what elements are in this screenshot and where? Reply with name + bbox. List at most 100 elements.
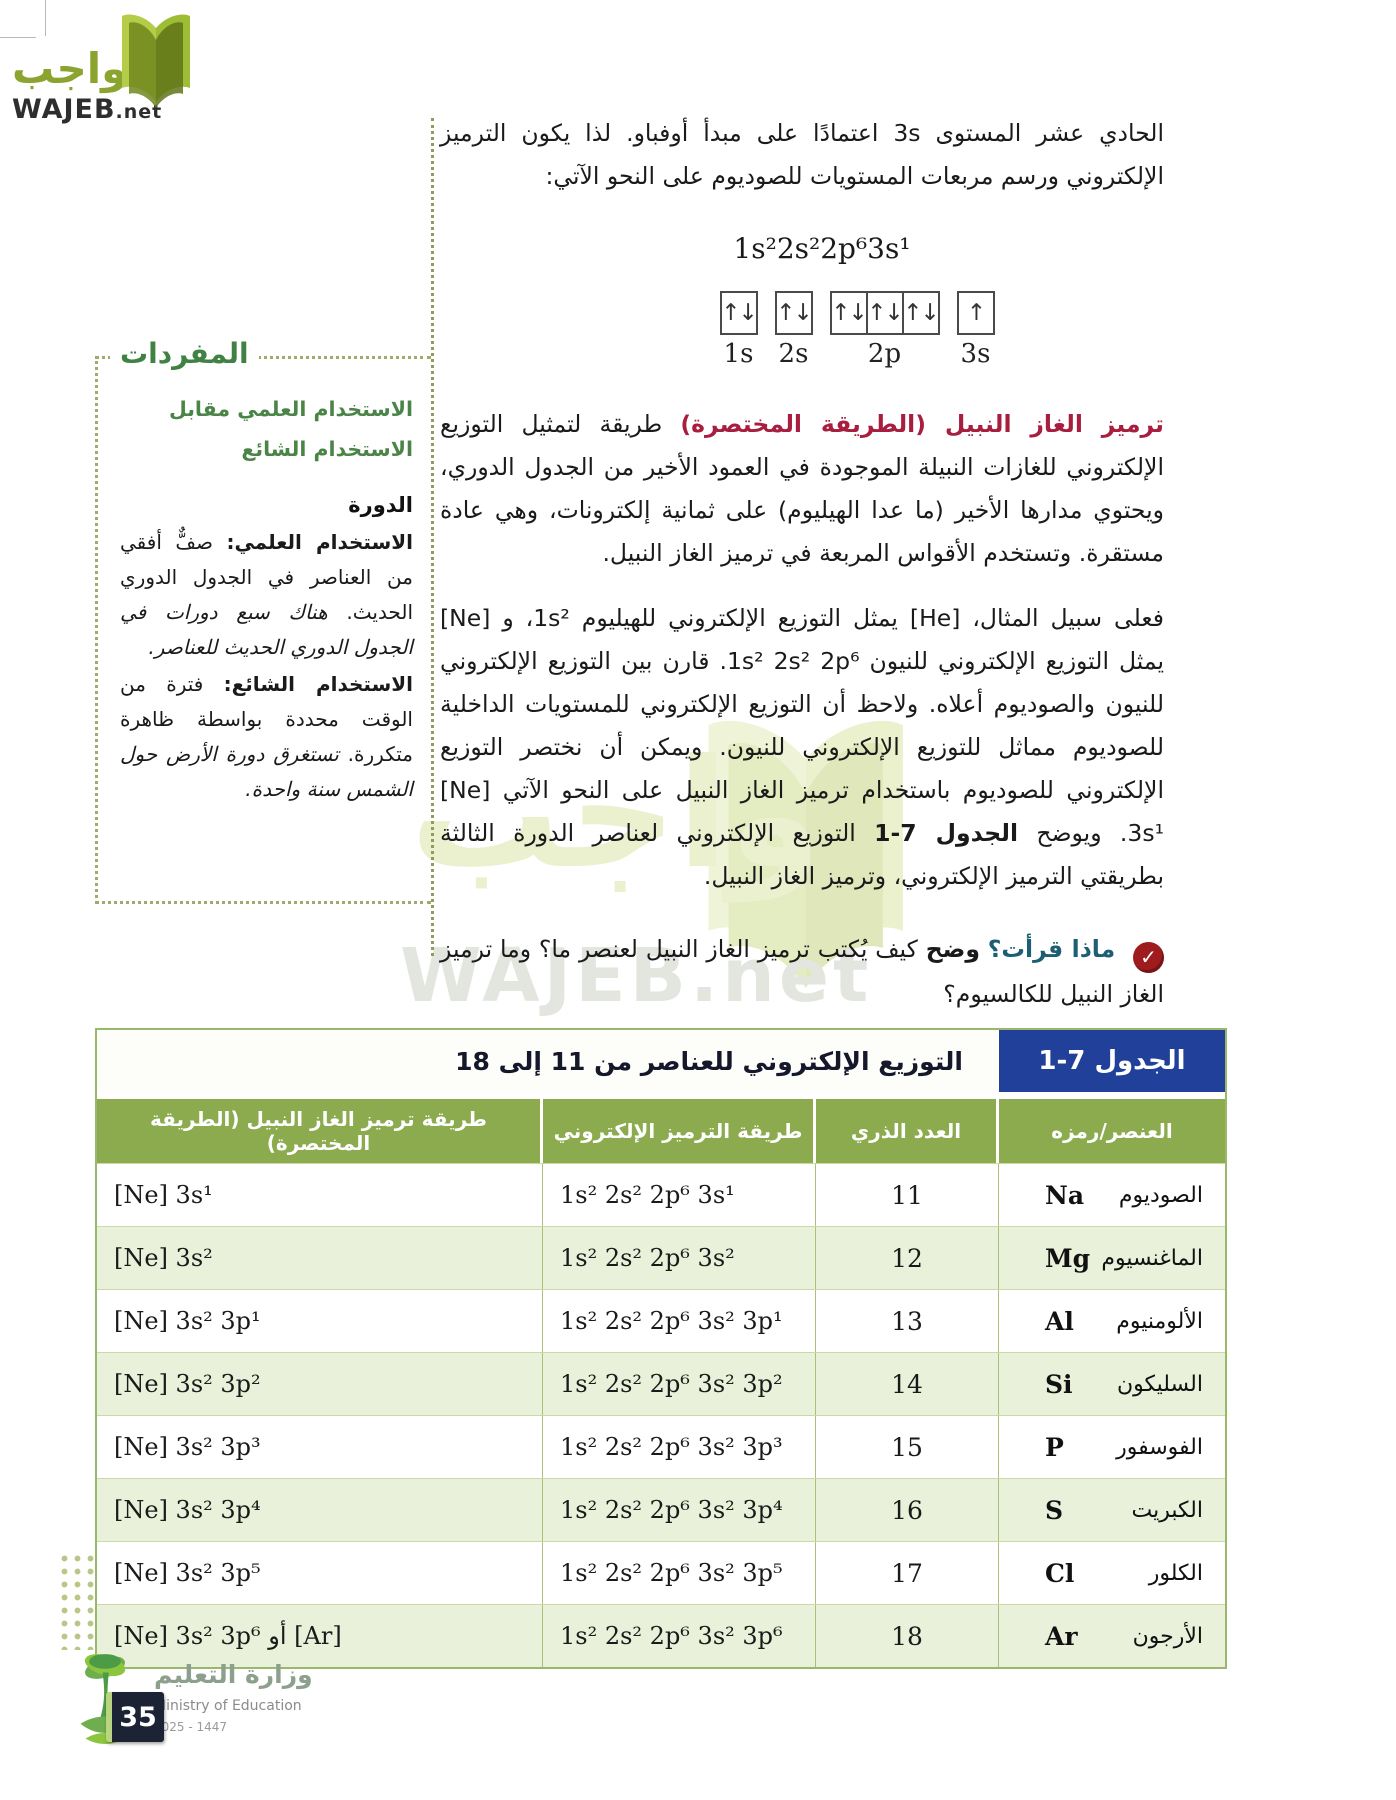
vocab-term: الدورة bbox=[348, 493, 413, 517]
element-symbol: Mg bbox=[1045, 1243, 1091, 1273]
cell-noble-gas-notation: [Ne] 3s² 3p² bbox=[97, 1353, 543, 1415]
orbital-box: ↑ bbox=[956, 291, 995, 335]
cell-element: الفوسفور P bbox=[999, 1416, 1225, 1478]
cell-electron-configuration: 1s² 2s² 2p⁶ 3s² 3p³ bbox=[543, 1416, 816, 1478]
reading-check-label: ماذا قرأت؟ bbox=[987, 935, 1116, 963]
element-symbol: Al bbox=[1045, 1306, 1074, 1336]
vocab-scientific-text: صفٌّ أفقي من العناصر في الجدول الدوري ال… bbox=[120, 530, 413, 624]
orbital-box: ↑↓ bbox=[829, 291, 868, 335]
orbital-group-2p: ↑↓ ↑↓ ↑↓ bbox=[829, 291, 940, 335]
table-header-row: العنصر/رمزه العدد الذري طريقة الترميز الإل… bbox=[97, 1099, 1225, 1163]
orbital-group-label: 2s bbox=[778, 339, 809, 369]
table-row-Na: الصوديوم Na 11 1s² 2s² 2p⁶ 3s¹ [Ne] 3s¹ bbox=[97, 1163, 1225, 1226]
orbital-box: ↑↓ bbox=[719, 291, 758, 335]
reading-check-verb: وضح bbox=[925, 935, 980, 963]
vocab-common-text: فترة من الوقت محددة بواسطة ظاهرة متكررة. bbox=[120, 672, 413, 766]
noble-gas-lead: ترميز الغاز النبيل (الطريقة المختصرة) bbox=[680, 410, 1165, 438]
cell-atomic-number: 17 bbox=[816, 1542, 999, 1604]
logo-latin-text: WAJEB.net bbox=[12, 94, 163, 125]
cell-electron-configuration: 1s² 2s² 2p⁶ 3s¹ bbox=[543, 1164, 816, 1226]
cell-noble-gas-notation: [Ne] 3s² 3p⁵ bbox=[97, 1542, 543, 1604]
cell-noble-gas-notation: [Ne] 3s² 3p⁴ bbox=[97, 1479, 543, 1541]
vocab-subtitle-line2: الاستخدام الشائع bbox=[241, 437, 413, 461]
cell-noble-gas-notation: [Ne] 3s¹ bbox=[97, 1164, 543, 1226]
example-paragraph: فعلى سبيل المثال، ‎[He]‎ يمثل التوزيع ال… bbox=[440, 597, 1164, 898]
orbital-box-groups: ↑↓ ↑↓ ↑↓ ↑↓ ↑↓ ↑ bbox=[719, 291, 995, 335]
orbital-group-label: 2p bbox=[867, 339, 902, 369]
cell-element: الأرجون Ar bbox=[999, 1605, 1225, 1667]
cell-electron-configuration: 1s² 2s² 2p⁶ 3s² 3p⁶ bbox=[543, 1605, 816, 1667]
table-title-row: الجدول 7-1 التوزيع الإلكتروني للعناصر من… bbox=[97, 1030, 1225, 1092]
element-symbol: Na bbox=[1045, 1180, 1085, 1210]
orbital-group-1s: ↑↓ bbox=[719, 291, 758, 335]
table-number-box: الجدول 7-1 bbox=[999, 1030, 1225, 1092]
cell-atomic-number: 13 bbox=[816, 1290, 999, 1352]
cell-electron-configuration: 1s² 2s² 2p⁶ 3s² bbox=[543, 1227, 816, 1289]
table-body: الصوديوم Na 11 1s² 2s² 2p⁶ 3s¹ [Ne] 3s¹ الماغ… bbox=[97, 1163, 1225, 1667]
cell-atomic-number: 11 bbox=[816, 1164, 999, 1226]
main-column: الحادي عشر المستوى ‎3s‎ اعتمادًا على مبد… bbox=[440, 112, 1164, 1016]
cell-noble-gas-notation: [Ne] 3s² 3p¹ bbox=[97, 1290, 543, 1352]
cell-element: الماغنسيوم Mg bbox=[999, 1227, 1225, 1289]
element-name: الصوديوم bbox=[1118, 1182, 1203, 1208]
element-name: الماغنسيوم bbox=[1101, 1245, 1203, 1271]
table-row-Al: الألومنيوم Al 13 1s² 2s² 2p⁶ 3s² 3p¹ [Ne] 3s… bbox=[97, 1289, 1225, 1352]
noble-gas-paragraph: ترميز الغاز النبيل (الطريقة المختصرة) طر… bbox=[440, 403, 1164, 575]
vocab-subtitle-line1: الاستخدام العلمي مقابل bbox=[168, 397, 413, 421]
orbital-box: ↑↓ bbox=[865, 291, 904, 335]
header-cell-2: طريقة الترميز الإلكتروني bbox=[543, 1099, 816, 1163]
logo-arabic-text: واجب bbox=[12, 44, 128, 93]
cell-atomic-number: 15 bbox=[816, 1416, 999, 1478]
header-cell-3: طريقة ترميز الغاز النبيل (الطريقة المختص… bbox=[97, 1099, 543, 1163]
crop-mark-vertical bbox=[45, 0, 46, 36]
example-text-before: فعلى سبيل المثال، ‎[He]‎ يمثل التوزيع ال… bbox=[440, 604, 1164, 847]
vocab-common-definition: الاستخدام الشائع: فترة من الوقت محددة بو… bbox=[120, 667, 413, 807]
crop-mark-horizontal bbox=[0, 37, 36, 38]
orbital-box: ↑↓ bbox=[901, 291, 940, 335]
cell-atomic-number: 12 bbox=[816, 1227, 999, 1289]
element-symbol: S bbox=[1045, 1495, 1064, 1525]
element-name: الأرجون bbox=[1132, 1623, 1203, 1649]
vocab-scientific-definition: الاستخدام العلمي: صفٌّ أفقي من العناصر ف… bbox=[120, 525, 413, 665]
cell-element: الألومنيوم Al bbox=[999, 1290, 1225, 1352]
check-icon: ✓ bbox=[1133, 942, 1164, 973]
element-symbol: Ar bbox=[1045, 1621, 1078, 1651]
cell-element: الكلور Cl bbox=[999, 1542, 1225, 1604]
element-name: السليكون bbox=[1116, 1371, 1203, 1397]
orbital-group-2s: ↑↓ bbox=[774, 291, 813, 335]
table-title: التوزيع الإلكتروني للعناصر من 11 إلى 18 bbox=[455, 1046, 963, 1076]
cell-element: السليكون Si bbox=[999, 1353, 1225, 1415]
orbital-diagram: ↑↓ ↑↓ ↑↓ ↑↓ ↑↓ ↑ 1s 2s 2p 3s bbox=[495, 291, 1219, 369]
cell-atomic-number: 18 bbox=[816, 1605, 999, 1667]
cell-element: الكبريت S bbox=[999, 1479, 1225, 1541]
table-row-P: الفوسفور P 15 1s² 2s² 2p⁶ 3s² 3p³ [Ne] 3s² 3… bbox=[97, 1415, 1225, 1478]
table-row-Ar: الأرجون Ar 18 1s² 2s² 2p⁶ 3s² 3p⁶ [Ne] 3s² 3… bbox=[97, 1604, 1225, 1667]
cell-noble-gas-notation: [Ne] 3s² 3p³ bbox=[97, 1416, 543, 1478]
header-cell-0: العنصر/رمزه bbox=[1051, 1119, 1173, 1143]
orbital-group-labels: 1s 2s 2p 3s bbox=[720, 339, 995, 369]
table-reference-bold: الجدول 7-1 bbox=[874, 819, 1019, 847]
edition-year: 2025 - 1447 bbox=[154, 1720, 228, 1734]
element-symbol: Si bbox=[1045, 1369, 1073, 1399]
cell-element: الصوديوم Na bbox=[999, 1164, 1225, 1226]
cell-electron-configuration: 1s² 2s² 2p⁶ 3s² 3p² bbox=[543, 1353, 816, 1415]
cell-atomic-number: 14 bbox=[816, 1353, 999, 1415]
table-title-gap bbox=[97, 1092, 1225, 1099]
ministry-name-arabic: وزارة التعليم bbox=[154, 1660, 313, 1689]
orbital-box: ↑↓ bbox=[774, 291, 813, 335]
element-name: الفوسفور bbox=[1116, 1434, 1203, 1460]
column-separator-dotted bbox=[431, 118, 434, 956]
vocab-common-label: الاستخدام الشائع: bbox=[223, 672, 413, 696]
intro-paragraph: الحادي عشر المستوى ‎3s‎ اعتمادًا على مبد… bbox=[440, 119, 1164, 190]
header-cell-1: العدد الذري bbox=[816, 1099, 999, 1163]
table-row-Si: السليكون Si 14 1s² 2s² 2p⁶ 3s² 3p² [Ne] 3s² … bbox=[97, 1352, 1225, 1415]
cell-atomic-number: 16 bbox=[816, 1479, 999, 1541]
element-name: الكبريت bbox=[1131, 1497, 1203, 1523]
table-row-Cl: الكلور Cl 17 1s² 2s² 2p⁶ 3s² 3p⁵ [Ne] 3s² 3p… bbox=[97, 1541, 1225, 1604]
table-7-1: الجدول 7-1 التوزيع الإلكتروني للعناصر من… bbox=[95, 1028, 1227, 1669]
orbital-group-3s: ↑ bbox=[956, 291, 995, 335]
element-name: الكلور bbox=[1148, 1560, 1203, 1586]
cell-noble-gas-notation: [Ne] 3s² 3p⁶ أو [Ar] bbox=[97, 1605, 543, 1667]
table-row-S: الكبريت S 16 1s² 2s² 2p⁶ 3s² 3p⁴ [Ne] 3s² 3p… bbox=[97, 1478, 1225, 1541]
